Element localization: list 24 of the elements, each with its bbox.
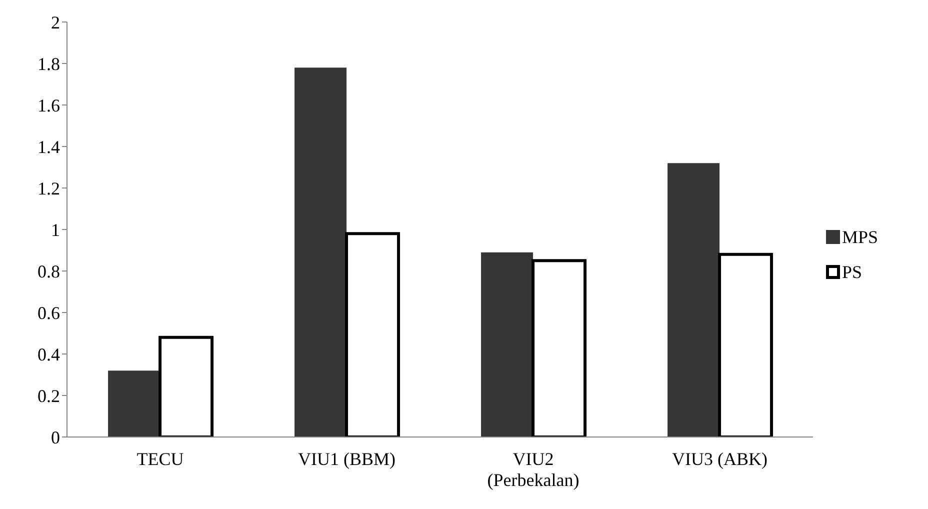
bar (158, 336, 214, 437)
y-tick-label: 0.8 (38, 261, 60, 282)
y-tick-label: 1.6 (38, 95, 60, 116)
x-tick-label: VIU1 (BBM) (298, 449, 396, 469)
y-tick-label: 0 (51, 427, 60, 448)
y-tick-label: 2 (51, 12, 60, 32)
y-tick-label: 0.4 (38, 344, 60, 364)
y-tick-label: 0.6 (38, 302, 60, 323)
legend-label: MPS (842, 226, 878, 248)
bar (481, 252, 534, 437)
y-tick-label: 0.2 (38, 386, 60, 406)
bar (532, 259, 587, 437)
x-tick-label: TECU (136, 449, 184, 469)
legend-label: PS (842, 262, 862, 282)
bar (668, 163, 720, 437)
bar (345, 232, 400, 437)
bar (294, 68, 347, 437)
bar (718, 252, 774, 437)
x-tick-label: VIU3 (ABK) (672, 449, 768, 469)
y-tick-label: 1 (51, 220, 60, 240)
y-tick-label: 1.2 (38, 178, 60, 198)
x-tick-label: VIU2 (Perbekalan) (487, 449, 580, 490)
y-tick-label: 1.4 (38, 136, 60, 157)
y-tick-label: 1.8 (38, 54, 60, 74)
